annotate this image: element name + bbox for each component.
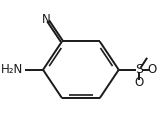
Text: S: S [135,63,143,76]
Text: H₂N: H₂N [1,63,23,76]
Text: O: O [134,76,144,89]
Text: O: O [148,63,157,76]
Text: N: N [42,13,50,26]
